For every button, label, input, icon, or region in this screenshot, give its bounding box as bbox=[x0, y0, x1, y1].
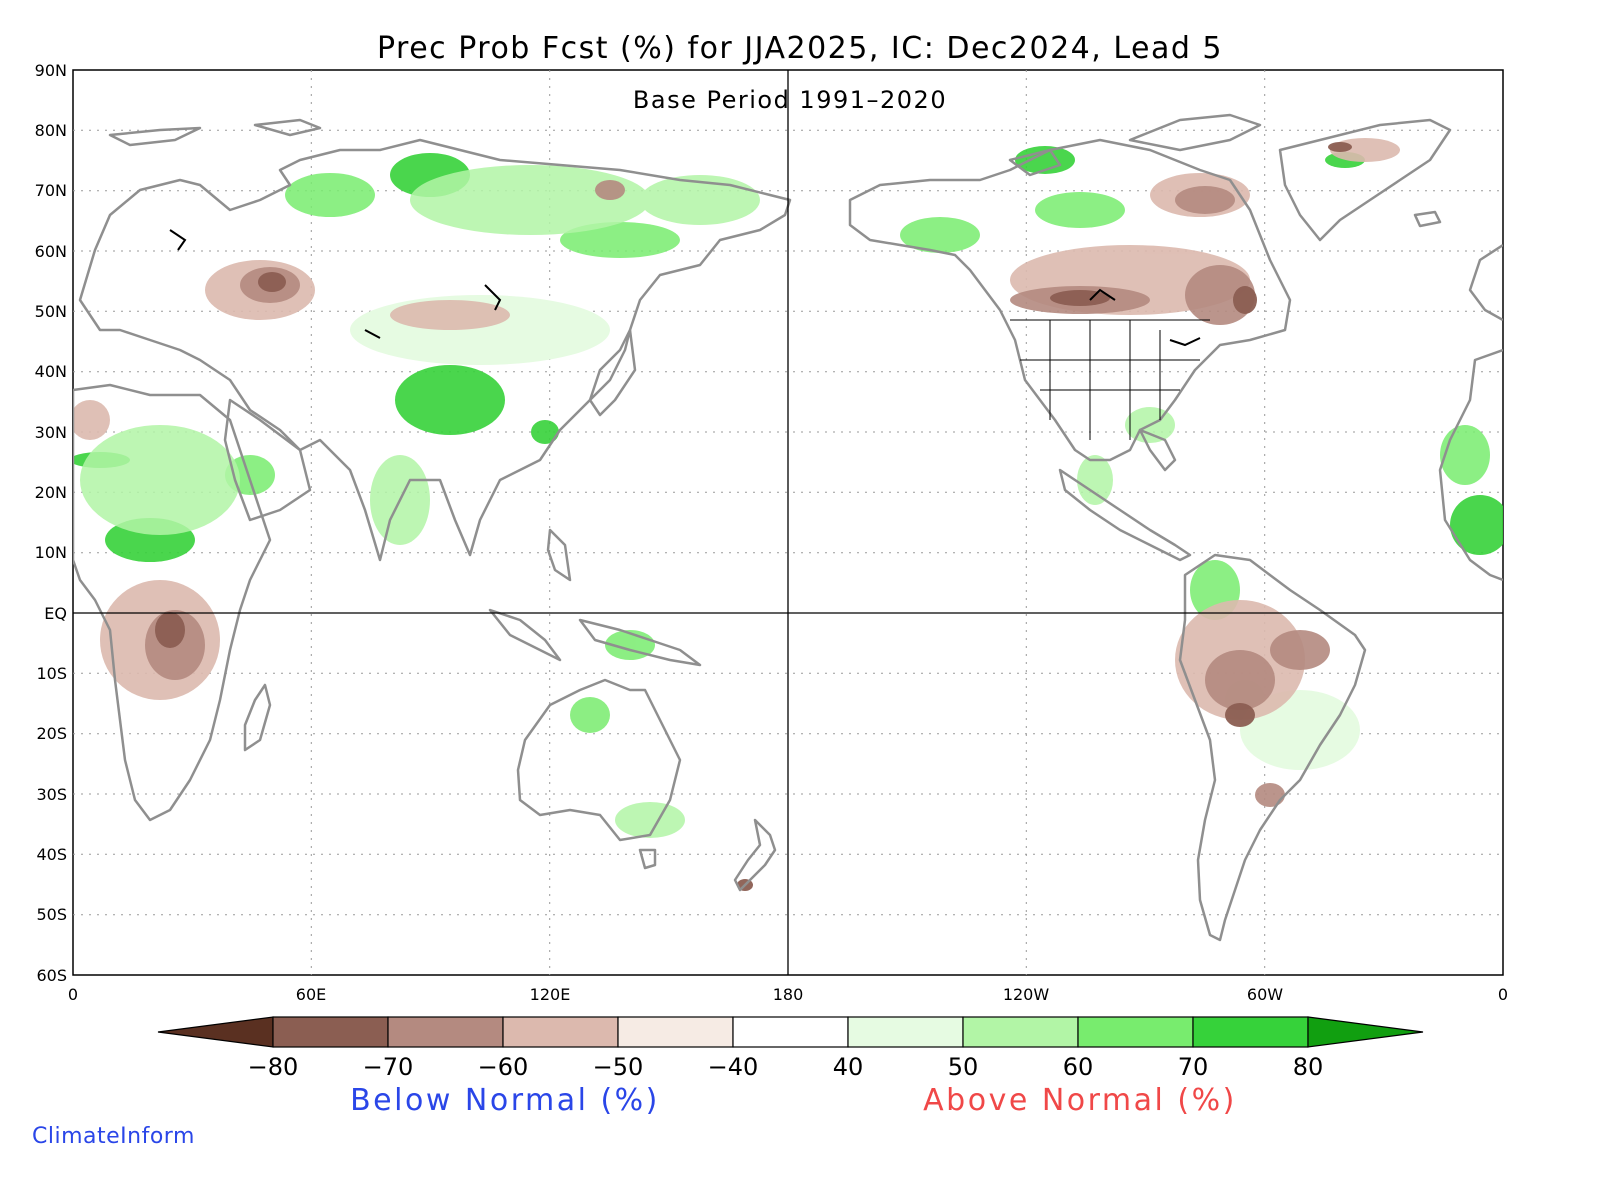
legend-tick: 70 bbox=[1178, 1053, 1209, 1081]
legend-swatch bbox=[387, 1016, 504, 1048]
legend-swatch bbox=[732, 1016, 849, 1048]
lat-label: 70N bbox=[35, 181, 67, 200]
legend-tick: −80 bbox=[248, 1053, 299, 1081]
lat-label: EQ bbox=[44, 604, 67, 623]
legend-swatch bbox=[1192, 1016, 1309, 1048]
lat-label: 20N bbox=[35, 483, 67, 502]
latitude-labels: 90N 80N 70N 60N 50N 40N 30N 20N 10N EQ 1… bbox=[35, 61, 67, 985]
legend-swatch bbox=[1077, 1016, 1194, 1048]
legend-swatch bbox=[617, 1016, 734, 1048]
longitude-labels: 0 60E 120E 180 120W 60W 0 bbox=[68, 985, 1508, 1004]
map-title: Prec Prob Fcst (%) for JJA2025, IC: Dec2… bbox=[377, 31, 1223, 66]
legend-arrow-below bbox=[157, 1016, 274, 1048]
lat-label: 40N bbox=[35, 362, 67, 381]
lat-label: 10N bbox=[35, 543, 67, 562]
lat-label: 10S bbox=[36, 664, 67, 683]
lon-label: 180 bbox=[773, 985, 804, 1004]
legend-tick: 80 bbox=[1293, 1053, 1324, 1081]
above-normal-label: Above Normal (%) bbox=[923, 1083, 1237, 1118]
lon-label: 120W bbox=[1003, 985, 1050, 1004]
coastlines bbox=[73, 113, 1503, 942]
legend-tick: −60 bbox=[478, 1053, 529, 1081]
lat-label: 40S bbox=[36, 845, 67, 864]
lat-label: 50S bbox=[36, 905, 67, 924]
lon-label: 120E bbox=[530, 985, 571, 1004]
legend-tick: −50 bbox=[593, 1053, 644, 1081]
lat-label: 30S bbox=[36, 785, 67, 804]
legend-tick: 40 bbox=[833, 1053, 864, 1081]
legend-tick: 50 bbox=[948, 1053, 979, 1081]
lakes bbox=[169, 229, 1201, 347]
legend-tick-labels: −80 −70 −60 −50 −40 40 50 60 70 80 bbox=[248, 1053, 1324, 1081]
legend-swatch bbox=[272, 1016, 389, 1048]
lat-label: 90N bbox=[35, 61, 67, 80]
legend-tick: 60 bbox=[1063, 1053, 1094, 1081]
legend-swatch bbox=[962, 1016, 1079, 1048]
color-legend bbox=[157, 1016, 1424, 1048]
legend-swatch bbox=[502, 1016, 619, 1048]
lat-label: 30N bbox=[35, 423, 67, 442]
lat-label: 80N bbox=[35, 121, 67, 140]
legend-tick: −70 bbox=[363, 1053, 414, 1081]
legend-arrow-above bbox=[1307, 1016, 1424, 1048]
lon-label: 0 bbox=[1498, 985, 1508, 1004]
brand-label: ClimateInform bbox=[32, 1124, 195, 1149]
lat-label: 60S bbox=[36, 966, 67, 985]
legend-tick: −40 bbox=[708, 1053, 759, 1081]
lat-label: 50N bbox=[35, 302, 67, 321]
us-state-lines bbox=[1010, 319, 1210, 440]
below-normal-label: Below Normal (%) bbox=[350, 1083, 660, 1118]
lon-label: 0 bbox=[68, 985, 78, 1004]
lat-label: 20S bbox=[36, 724, 67, 743]
lon-label: 60E bbox=[296, 985, 326, 1004]
map-subtitle: Base Period 1991–2020 bbox=[633, 86, 947, 114]
lon-label: 60W bbox=[1247, 985, 1283, 1004]
legend-swatch bbox=[847, 1016, 964, 1048]
lat-label: 60N bbox=[35, 242, 67, 261]
